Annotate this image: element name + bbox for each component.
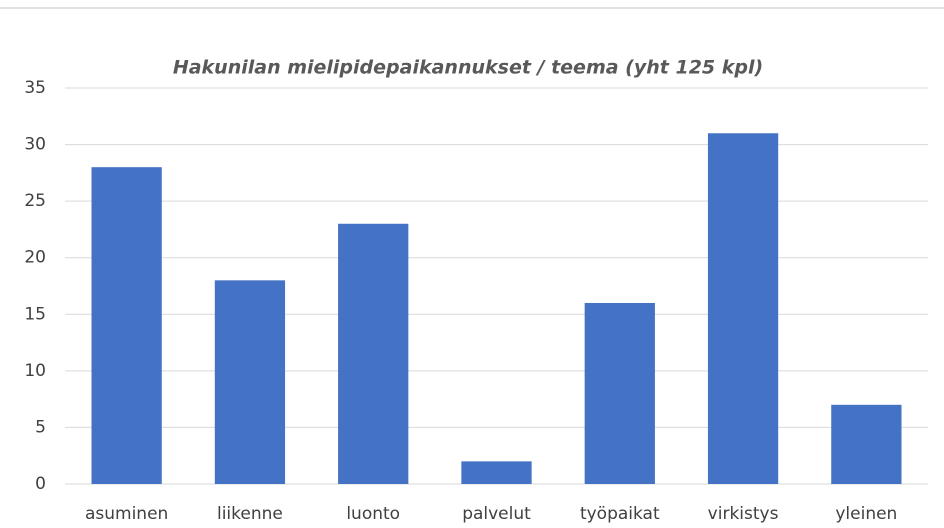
x-tick-label: asuminen (85, 504, 168, 524)
bar (91, 167, 162, 484)
x-tick-label: yleinen (835, 504, 897, 524)
bar (338, 223, 409, 484)
y-tick-label: 5 (35, 417, 46, 437)
bar (831, 404, 902, 484)
y-tick-label: 15 (24, 304, 46, 324)
y-tick-label: 0 (35, 474, 46, 494)
y-tick-label: 20 (24, 248, 46, 268)
x-tick-label: työpaikat (580, 504, 660, 524)
x-tick-label: palvelut (462, 504, 531, 524)
y-tick-label: 25 (24, 191, 46, 211)
y-tick-label: 10 (24, 361, 46, 381)
y-tick-label: 30 (24, 135, 46, 155)
x-tick-label: luonto (346, 504, 400, 524)
bar (584, 302, 655, 484)
bar (707, 133, 779, 484)
bar (461, 461, 532, 484)
x-tick-label: liikenne (217, 504, 283, 524)
bar (214, 280, 286, 484)
y-tick-label: 35 (24, 78, 46, 98)
x-tick-label: virkistys (708, 504, 779, 524)
chart-title: Hakunilan mielipidepaikannukset / teema … (173, 57, 763, 79)
